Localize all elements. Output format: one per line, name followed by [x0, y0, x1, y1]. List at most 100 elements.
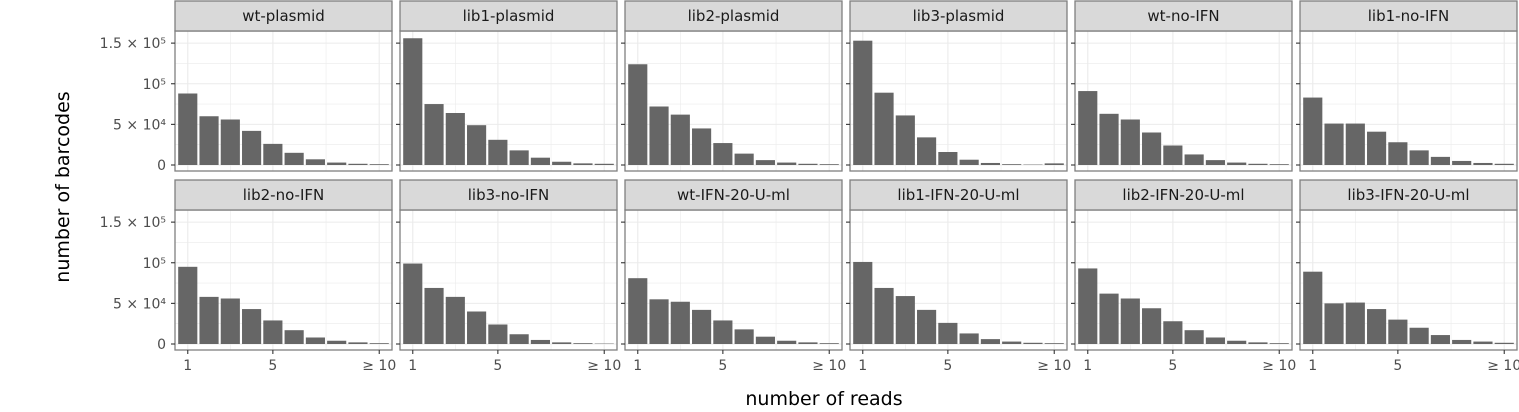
bar: [510, 150, 529, 165]
bar: [820, 343, 839, 344]
bar: [1002, 342, 1021, 344]
bar: [735, 329, 754, 344]
bar: [242, 309, 261, 344]
facet-strip-label: lib3-plasmid: [913, 7, 1005, 25]
bar: [573, 343, 592, 344]
bar: [938, 323, 957, 344]
bar: [798, 164, 817, 165]
bar: [1452, 161, 1471, 165]
bar: [1045, 163, 1064, 165]
bar: [1270, 343, 1289, 344]
bar: [1410, 150, 1429, 165]
facet-panel: lib3-plasmid: [846, 1, 1067, 171]
x-tick-label: 1: [408, 358, 417, 374]
x-tick-label: ≥ 10: [1487, 358, 1519, 374]
bar: [327, 163, 346, 165]
bar: [446, 113, 465, 165]
bar: [713, 320, 732, 344]
y-tick-label: 1.5 × 10⁵: [100, 215, 166, 231]
bar: [1099, 114, 1118, 165]
bar: [1023, 343, 1042, 344]
bar: [853, 41, 872, 165]
bar: [467, 312, 486, 345]
bar: [1388, 320, 1407, 344]
bar: [1303, 272, 1322, 344]
bar: [1324, 303, 1343, 344]
bar: [917, 137, 936, 165]
bar: [938, 152, 957, 165]
bar: [1163, 146, 1182, 166]
facet-strip-label: lib2-no-IFN: [243, 186, 324, 204]
x-tick-label: 1: [633, 358, 642, 374]
bar: [649, 299, 668, 344]
bar: [1473, 342, 1492, 344]
x-tick-label: 5: [1168, 358, 1177, 374]
x-tick-label: 5: [1393, 358, 1402, 374]
y-tick-label: 1.5 × 10⁵: [100, 36, 166, 52]
bar: [263, 144, 282, 165]
bar: [1078, 91, 1097, 165]
bar: [424, 104, 443, 165]
bar: [1495, 343, 1514, 344]
bar: [735, 154, 754, 165]
x-tick-label: 5: [268, 358, 277, 374]
x-tick-label: ≥ 10: [1037, 358, 1071, 374]
y-tick-label: 10⁵: [143, 77, 166, 93]
bar: [1142, 133, 1161, 166]
facet-strip-label: wt-IFN-20-U-ml: [677, 186, 790, 204]
bar: [199, 297, 218, 344]
y-tick-label: 5 × 10⁴: [113, 117, 166, 133]
bar: [1227, 163, 1246, 165]
bar: [853, 262, 872, 344]
bar: [285, 153, 304, 165]
bar: [1002, 164, 1021, 165]
bar: [424, 288, 443, 344]
bar: [446, 297, 465, 344]
bar: [1431, 157, 1450, 165]
bar: [1248, 164, 1267, 165]
facet-strip-label: lib3-IFN-20-U-ml: [1347, 186, 1469, 204]
bar: [370, 164, 389, 165]
bar: [510, 334, 529, 344]
facet-strip-label: wt-no-IFN: [1147, 7, 1219, 25]
bar: [874, 93, 893, 165]
bar: [1452, 340, 1471, 344]
bar: [1388, 142, 1407, 165]
x-tick-label: ≥ 10: [587, 358, 621, 374]
bar: [1324, 124, 1343, 165]
bar: [1099, 294, 1118, 344]
bar: [327, 341, 346, 344]
bar: [467, 125, 486, 165]
x-tick-label: 1: [1083, 358, 1092, 374]
x-axis-title: number of reads: [745, 388, 902, 407]
bar: [649, 107, 668, 166]
facet-strip-label: lib1-no-IFN: [1368, 7, 1449, 25]
y-axis-title: number of barcodes: [52, 91, 74, 282]
x-tick-label: ≥ 10: [812, 358, 846, 374]
bar: [263, 320, 282, 344]
bar: [981, 339, 1000, 344]
bar: [1367, 132, 1386, 165]
y-tick-label: 5 × 10⁴: [113, 296, 166, 312]
bar: [777, 341, 796, 344]
bar: [1248, 342, 1267, 344]
bar: [692, 310, 711, 344]
bar: [1163, 321, 1182, 344]
bar: [403, 264, 422, 344]
facet-strip-label: wt-plasmid: [242, 7, 325, 25]
bar: [531, 158, 550, 165]
bar: [1346, 303, 1365, 344]
bar: [573, 163, 592, 165]
x-tick-label: ≥ 10: [362, 358, 396, 374]
bar: [692, 128, 711, 165]
bar: [348, 164, 367, 165]
bar: [1045, 343, 1064, 344]
bar: [1206, 160, 1225, 165]
